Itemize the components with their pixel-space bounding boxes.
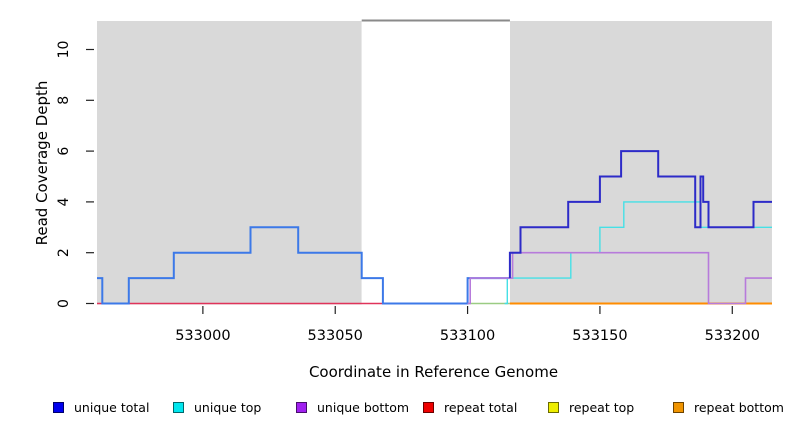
x-tick-label: 533150 (572, 328, 627, 344)
legend-swatch-unique-top (173, 401, 184, 413)
plot-line-unique-bottom (467, 251, 772, 305)
repeat-region-left (97, 21, 362, 305)
legend-label: repeat top (569, 399, 635, 415)
coverage-plot: 0 2 4 6 8 10 533000 533050 533100 533150 533200 (56, 19, 772, 344)
repeat-region-right (509, 21, 772, 305)
y-tick-label: 4 (56, 197, 72, 206)
legend-swatch-repeat-total (423, 401, 434, 413)
legend-item-unique-bottom: unique bottom (296, 399, 409, 415)
legend-swatch-unique-total (53, 401, 64, 413)
y-tick-label: 2 (56, 248, 72, 257)
legend-item-repeat-total: repeat total (423, 399, 517, 415)
legend-item-unique-total: unique total (53, 399, 149, 415)
legend-swatch-unique-bottom (296, 401, 307, 413)
gap-region (361, 20, 510, 305)
legend-label: unique top (194, 399, 262, 415)
legend-swatch-repeat-bottom (673, 401, 684, 413)
legend: unique total unique top unique bottom repea… (0, 399, 792, 419)
legend-swatch-repeat-top (548, 401, 559, 413)
x-axis-label: Coordinate in Reference Genome (308, 363, 559, 381)
legend-label: unique total (74, 399, 150, 415)
legend-item-unique-top: unique top (173, 399, 261, 415)
y-axis-label: Read Coverage Depth (33, 80, 51, 246)
legend-label: repeat bottom (694, 399, 784, 415)
x-tick-label: 533100 (440, 328, 495, 344)
x-tick-label: 533000 (175, 328, 230, 344)
plot-line-unique-total (97, 226, 510, 305)
legend-label: repeat total (444, 399, 518, 415)
legend-label: unique bottom (317, 399, 410, 415)
y-tick-label: 10 (56, 41, 72, 59)
y-tick-label: 0 (56, 299, 72, 308)
legend-item-repeat-top: repeat top (548, 399, 634, 415)
y-tick-label: 8 (56, 96, 72, 105)
y-tick-label: 6 (56, 147, 72, 156)
plot-line-unique-total (508, 150, 772, 279)
x-tick-label: 533200 (705, 328, 760, 344)
legend-item-repeat-bottom: repeat bottom (673, 399, 784, 415)
x-tick-label: 533050 (308, 328, 363, 344)
